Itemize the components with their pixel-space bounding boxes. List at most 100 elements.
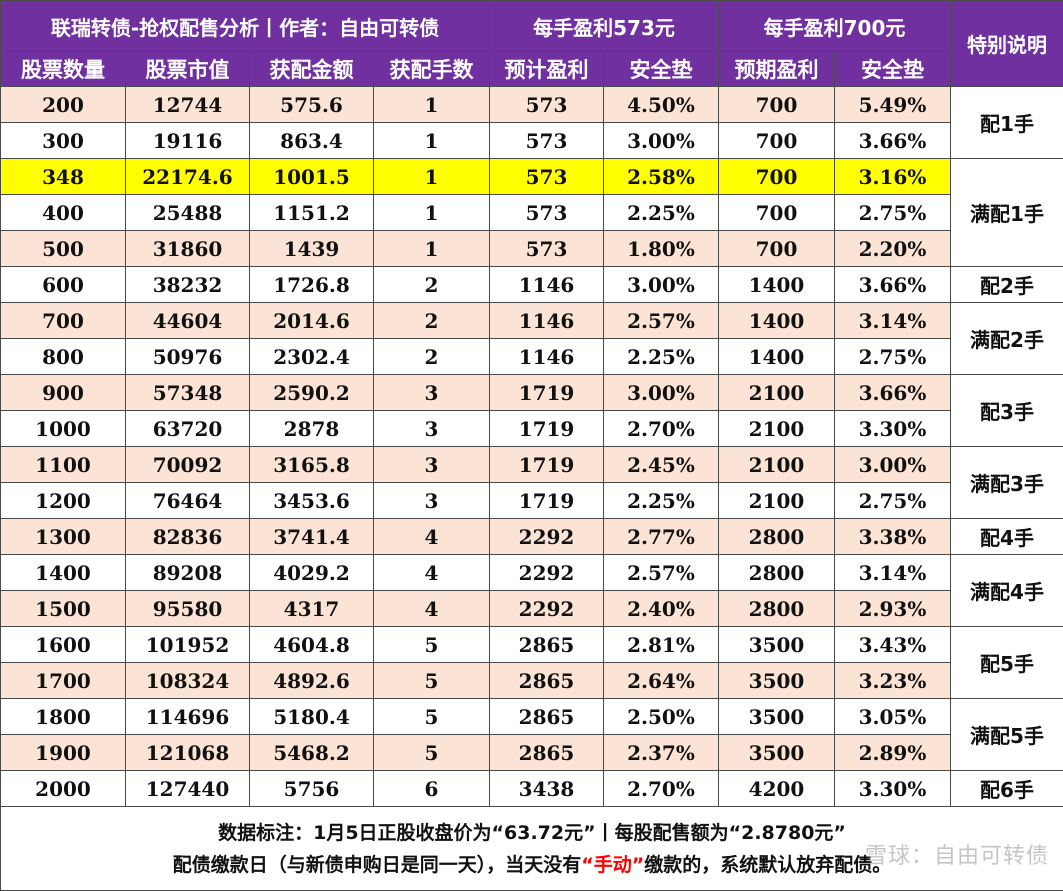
cell-est-profit: 1719 xyxy=(490,375,604,411)
cell-exp-profit: 2100 xyxy=(719,447,835,483)
cell-safety-700: 3.14% xyxy=(835,303,951,339)
cell-allot-amount: 4604.8 xyxy=(250,627,374,663)
col-header-safety-700: 安全垫 xyxy=(835,52,951,87)
cell-allot-amount: 5180.4 xyxy=(250,699,374,735)
cell-shares: 1700 xyxy=(1,663,126,699)
cell-est-profit: 1146 xyxy=(490,267,604,303)
cell-safety-700: 3.43% xyxy=(835,627,951,663)
cell-safety-700: 2.89% xyxy=(835,735,951,771)
special-note: 配6手 xyxy=(951,771,1063,807)
cell-allot-amount: 2878 xyxy=(250,411,374,447)
cell-shares: 2000 xyxy=(1,771,126,807)
cell-allot-amount: 4317 xyxy=(250,591,374,627)
cell-exp-profit: 1400 xyxy=(719,267,835,303)
cell-safety-573: 2.77% xyxy=(604,519,719,555)
cell-shares: 500 xyxy=(1,231,126,267)
cell-market-value: 38232 xyxy=(126,267,250,303)
cell-safety-573: 2.70% xyxy=(604,411,719,447)
cell-exp-profit: 3500 xyxy=(719,699,835,735)
cell-safety-700: 3.14% xyxy=(835,555,951,591)
cell-safety-573: 4.50% xyxy=(604,87,719,123)
cell-shares: 600 xyxy=(1,267,126,303)
cell-allot-lots: 4 xyxy=(374,591,490,627)
cell-est-profit: 573 xyxy=(490,159,604,195)
cell-allot-amount: 5756 xyxy=(250,771,374,807)
cell-safety-573: 3.00% xyxy=(604,123,719,159)
cell-est-profit: 1719 xyxy=(490,411,604,447)
cell-est-profit: 2292 xyxy=(490,519,604,555)
cell-allot-amount: 575.6 xyxy=(250,87,374,123)
cell-shares: 400 xyxy=(1,195,126,231)
cell-shares: 900 xyxy=(1,375,126,411)
special-note: 满配1手 xyxy=(951,159,1063,267)
cell-allot-amount: 2014.6 xyxy=(250,303,374,339)
cell-safety-700: 3.66% xyxy=(835,267,951,303)
cell-safety-573: 3.00% xyxy=(604,375,719,411)
cell-exp-profit: 1400 xyxy=(719,303,835,339)
cell-allot-amount: 1001.5 xyxy=(250,159,374,195)
cell-exp-profit: 700 xyxy=(719,159,835,195)
cell-market-value: 70092 xyxy=(126,447,250,483)
cell-safety-700: 3.05% xyxy=(835,699,951,735)
cell-est-profit: 2292 xyxy=(490,555,604,591)
cell-market-value: 22174.6 xyxy=(126,159,250,195)
cell-est-profit: 573 xyxy=(490,87,604,123)
cell-safety-573: 2.64% xyxy=(604,663,719,699)
cell-shares: 1100 xyxy=(1,447,126,483)
cell-exp-profit: 1400 xyxy=(719,339,835,375)
cell-safety-573: 2.25% xyxy=(604,339,719,375)
cell-safety-700: 2.75% xyxy=(835,339,951,375)
special-note: 配2手 xyxy=(951,267,1063,303)
cell-safety-700: 3.16% xyxy=(835,159,951,195)
cell-market-value: 89208 xyxy=(126,555,250,591)
cell-market-value: 127440 xyxy=(126,771,250,807)
cell-exp-profit: 700 xyxy=(719,87,835,123)
cell-market-value: 57348 xyxy=(126,375,250,411)
cell-exp-profit: 3500 xyxy=(719,627,835,663)
watermark: 雪球：自由可转债 xyxy=(865,838,1049,870)
cell-allot-amount: 1439 xyxy=(250,231,374,267)
col-header-allot-lots: 获配手数 xyxy=(374,52,490,87)
cell-allot-lots: 4 xyxy=(374,519,490,555)
cell-shares: 300 xyxy=(1,123,126,159)
cell-market-value: 31860 xyxy=(126,231,250,267)
cell-allot-lots: 1 xyxy=(374,159,490,195)
cell-allot-lots: 4 xyxy=(374,555,490,591)
cell-est-profit: 2865 xyxy=(490,735,604,771)
cell-safety-573: 2.25% xyxy=(604,483,719,519)
cell-allot-lots: 1 xyxy=(374,87,490,123)
group-header-573: 每手盈利573元 xyxy=(490,1,719,52)
cell-market-value: 19116 xyxy=(126,123,250,159)
col-header-market-value: 股票市值 xyxy=(126,52,250,87)
cell-market-value: 95580 xyxy=(126,591,250,627)
cell-allot-lots: 5 xyxy=(374,663,490,699)
special-note-header: 特别说明 xyxy=(951,1,1063,87)
special-note: 配5手 xyxy=(951,627,1063,699)
cell-allot-amount: 3165.8 xyxy=(250,447,374,483)
cell-safety-700: 2.93% xyxy=(835,591,951,627)
cell-est-profit: 573 xyxy=(490,231,604,267)
cell-safety-700: 2.75% xyxy=(835,483,951,519)
cell-shares: 1200 xyxy=(1,483,126,519)
cell-safety-700: 2.20% xyxy=(835,231,951,267)
cell-shares: 200 xyxy=(1,87,126,123)
special-note: 满配2手 xyxy=(951,303,1063,375)
cell-exp-profit: 2800 xyxy=(719,519,835,555)
cell-safety-573: 2.58% xyxy=(604,159,719,195)
cell-est-profit: 573 xyxy=(490,195,604,231)
cell-market-value: 121068 xyxy=(126,735,250,771)
header-row-2: 股票数量 股票市值 获配金额 获配手数 预计盈利 安全垫 预期盈利 安全垫 xyxy=(1,52,1063,87)
footer-emphasis: “手动” xyxy=(581,854,644,876)
cell-safety-573: 1.80% xyxy=(604,231,719,267)
cell-allot-amount: 4029.2 xyxy=(250,555,374,591)
cell-allot-lots: 5 xyxy=(374,735,490,771)
